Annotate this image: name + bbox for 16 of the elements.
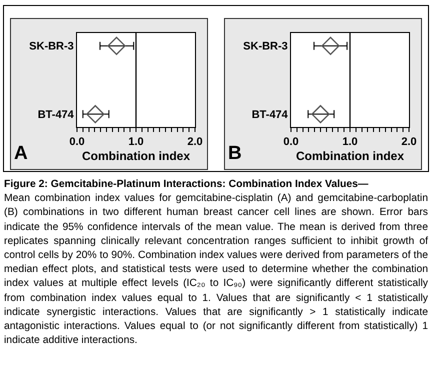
- y-tick-label: SK-BR-3: [243, 40, 288, 53]
- x-tick-label: 2.0: [187, 136, 203, 148]
- x-axis-title: Combination index: [82, 149, 190, 164]
- text: Mean combination index values for gemcitabine-cisplatin (A) and gemcitabine-carboplatin (B) combinations in two different human breast cancer cell lines are shown. Error bars indicate the 95% confidence intervals of the mean value. The mean is derived from three replicates spanning clinically relevant concentration ranges sufficient to inhibit growth of control cells by 20% to 90%. Combination index values were derived from parameters of the median effect plots, and statistical tests were used to determine whether the combination index values at multiple effect levels (IC₂₀ to IC₉₀) were significantly different statistically from combination index values equal to 1. Values that are significantly < 1 statistically indicate synergistic interactions. Values that are significantly > 1 statistically indicate antagonistic interactions. Values equal to (or not significantly different from statistically) 1 indicate additive interactions.: [4, 193, 428, 346]
- x-axis-title: Combination index: [296, 149, 404, 164]
- text: B: [228, 143, 242, 164]
- x-tick-label: 1.0: [342, 136, 358, 148]
- y-tick-label: BT-474: [252, 109, 289, 122]
- y-tick-label: BT-474: [38, 109, 75, 122]
- x-tick-label: 2.0: [401, 136, 417, 148]
- text: A: [14, 143, 28, 164]
- x-tick-label: 0.0: [283, 136, 299, 148]
- x-tick-label: 1.0: [128, 136, 144, 148]
- y-tick-label: SK-BR-3: [29, 40, 74, 53]
- text: Figure 2: Gemcitabine-Platinum Interactions: Combination Index Values—: [4, 179, 368, 190]
- x-tick-label: 0.0: [69, 136, 85, 148]
